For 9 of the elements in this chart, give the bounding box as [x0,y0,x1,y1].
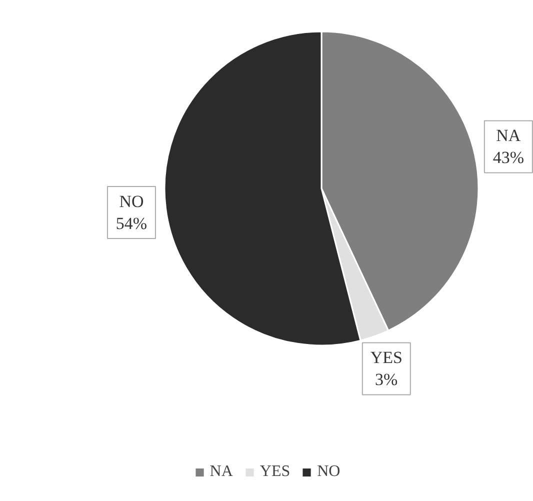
slice-label: NO [119,192,144,212]
legend-label: NA [210,463,233,481]
data-label: 54% [116,214,148,234]
legend-label: YES [260,463,290,481]
slice-label: NA [496,126,522,146]
legend-label: NO [317,463,340,481]
slice-label: YES [370,348,402,368]
data-label: 3% [375,370,398,390]
data-label: 43% [492,148,524,168]
